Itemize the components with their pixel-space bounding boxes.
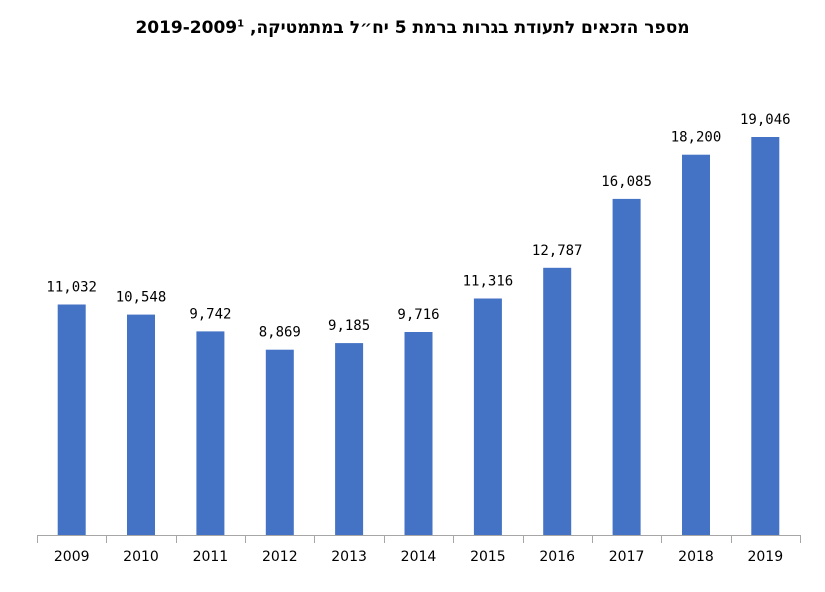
- bar-2009: [57, 304, 86, 535]
- bar-2012: [265, 349, 294, 535]
- data-label-2017: 16,085: [601, 174, 652, 190]
- x-tick-label-2009: 2009: [54, 549, 90, 565]
- chart-title-text: מספר הזכאים לתעודת בגרות ברמת 5 יח״ל במת…: [135, 18, 690, 38]
- data-label-2014: 9,716: [397, 307, 439, 323]
- x-tick-label-2010: 2010: [123, 549, 159, 565]
- data-label-2015: 11,316: [463, 274, 514, 290]
- bar-2016: [543, 267, 572, 535]
- data-label-2018: 18,200: [671, 130, 722, 146]
- data-label-2012: 8,869: [259, 325, 301, 341]
- data-labels-group: 11,032 10,548 9,742 8,869 9,185 9,716 11,316 12…: [46, 112, 790, 341]
- bars-group: [57, 137, 780, 535]
- bar-2011: [196, 331, 225, 535]
- bar-2015: [473, 298, 502, 535]
- x-tick-label-2015: 2015: [470, 549, 506, 565]
- data-label-2013: 9,185: [328, 318, 370, 334]
- data-label-2016: 12,787: [532, 243, 583, 259]
- x-tick-label-2016: 2016: [539, 549, 575, 565]
- x-tick-label-2013: 2013: [331, 549, 367, 565]
- bar-2013: [335, 343, 364, 535]
- x-tick-label-2012: 2012: [262, 549, 298, 565]
- chart-title-footnote: 1: [237, 18, 245, 30]
- x-tick-label-2019: 2019: [747, 549, 783, 565]
- bar-2018: [682, 154, 710, 535]
- chart-title: מספר הזכאים לתעודת בגרות ברמת 5 יח״ל במת…: [0, 18, 825, 38]
- x-tick-label-2017: 2017: [609, 549, 645, 565]
- data-label-2011: 9,742: [189, 306, 231, 322]
- x-tick-label-2014: 2014: [401, 549, 437, 565]
- data-label-2010: 10,548: [116, 290, 167, 306]
- x-tick-label-2018: 2018: [678, 549, 714, 565]
- bar-2017: [612, 198, 641, 535]
- bar-2010: [127, 314, 155, 535]
- bar-2014: [404, 332, 433, 535]
- data-label-2019: 19,046: [740, 112, 791, 128]
- data-label-2009: 11,032: [46, 280, 97, 296]
- x-tick-label-2011: 2011: [193, 549, 229, 565]
- x-axis: 2009 2010 2011 2012 2013 2014 2015 2016 2017 2018…: [37, 535, 801, 565]
- bar-2019: [751, 137, 780, 535]
